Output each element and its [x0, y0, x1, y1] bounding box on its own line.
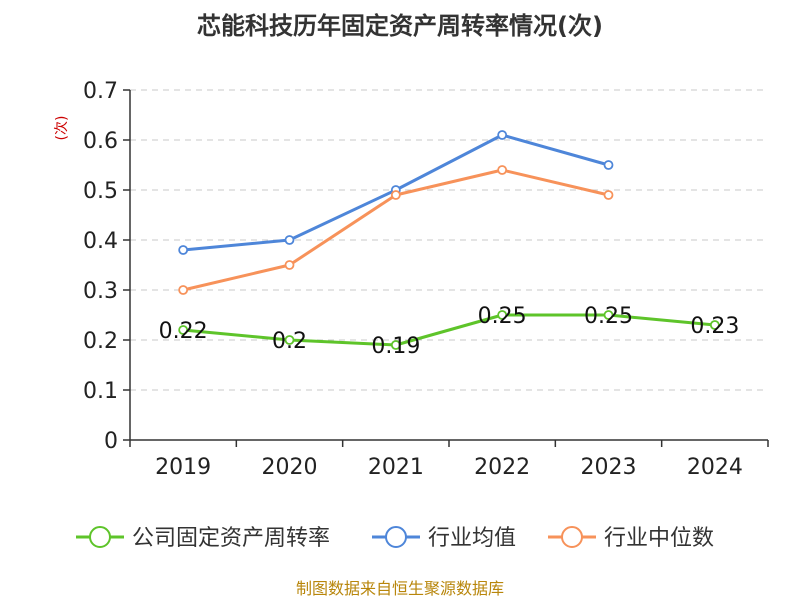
legend-marker: [89, 526, 111, 548]
y-tick-label: 0.1: [83, 379, 118, 404]
x-tick-label: 2020: [262, 455, 318, 480]
data-label: 0.25: [478, 304, 527, 329]
data-point: [178, 245, 189, 255]
y-tick-label: 0.4: [83, 229, 118, 254]
data-label: 0.19: [371, 334, 420, 359]
y-tick-label: 0.6: [83, 129, 118, 154]
chart-title: 芯能科技历年固定资产周转率情况(次): [197, 12, 603, 40]
data-label: 0.23: [690, 314, 739, 339]
data-labels: 0.22 0.2 0.19 0.25 0.25 0.23: [159, 304, 740, 359]
legend-marker: [385, 526, 407, 548]
legend-label: 行业中位数: [604, 526, 714, 551]
data-label: 0.2: [272, 329, 307, 354]
x-tick-label: 2023: [581, 455, 637, 480]
legend-label: 行业均值: [428, 526, 516, 551]
data-point: [709, 320, 720, 330]
series-group: [178, 130, 720, 350]
legend-label: 公司固定资产周转率: [132, 526, 330, 551]
data-point: [497, 310, 508, 320]
data-point: [603, 160, 614, 170]
data-point: [178, 285, 189, 295]
x-tick-labels: 2019 2020 2021 2022 2023 2024: [155, 455, 743, 480]
data-point: [178, 325, 189, 335]
gridlines: [130, 89, 768, 391]
data-point: [390, 190, 401, 200]
x-tick-label: 2021: [368, 455, 424, 480]
y-axis-label: (次): [54, 116, 70, 141]
data-point: [284, 260, 295, 270]
y-tick-label: 0.3: [83, 279, 118, 304]
source-note: 制图数据来自恒生聚源数据库: [296, 579, 504, 598]
data-point: [390, 340, 401, 350]
legend-marker: [561, 526, 583, 548]
legend: 公司固定资产周转率 行业均值 行业中位数: [76, 526, 714, 551]
y-tick-label: 0.5: [83, 179, 118, 204]
data-label: 0.22: [159, 319, 208, 344]
y-tick-label: 0.7: [83, 79, 118, 104]
y-tick-labels: 0 0.1 0.2 0.3 0.4 0.5 0.6 0.7: [83, 79, 118, 454]
data-point: [497, 165, 508, 175]
data-point: [284, 335, 295, 345]
data-point: [603, 190, 614, 200]
x-tick-label: 2019: [155, 455, 211, 480]
axes: [123, 89, 769, 447]
y-tick-label: 0.2: [83, 329, 118, 354]
data-label: 0.25: [584, 304, 633, 329]
x-tick-label: 2024: [687, 455, 743, 480]
x-tick-label: 2022: [474, 455, 530, 480]
data-point: [603, 310, 614, 320]
data-point: [284, 235, 295, 245]
series-line: [183, 313, 715, 347]
data-point: [497, 130, 508, 140]
y-tick-label: 0: [104, 429, 118, 454]
